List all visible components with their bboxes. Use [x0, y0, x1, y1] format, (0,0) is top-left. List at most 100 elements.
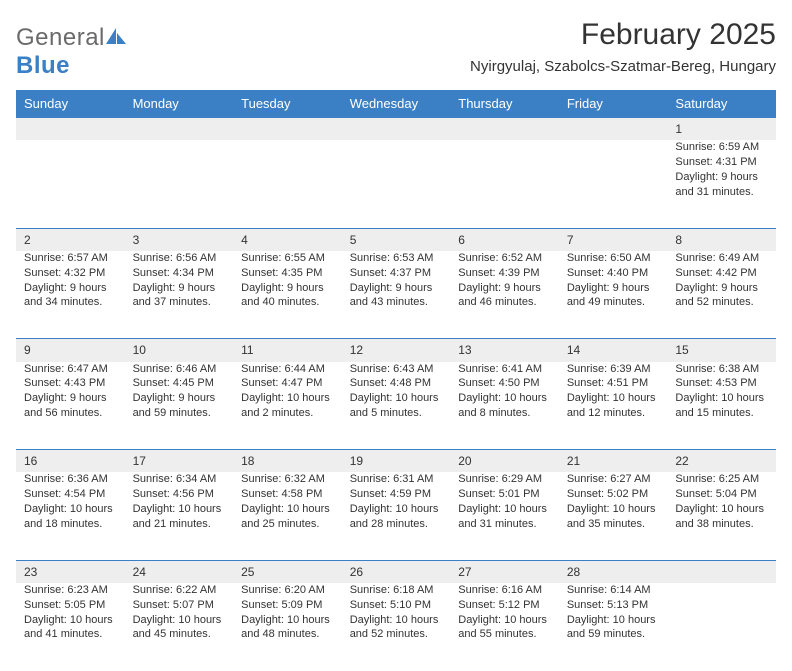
daylight-text: Daylight: 10 hours and 18 minutes.	[24, 502, 117, 532]
sunset-text: Sunset: 5:01 PM	[458, 487, 551, 502]
day-detail-cell: Sunrise: 6:20 AMSunset: 5:09 PMDaylight:…	[233, 583, 342, 671]
daylight-text: Daylight: 10 hours and 41 minutes.	[24, 613, 117, 643]
day-number-cell: 9	[16, 339, 125, 362]
weekday-header: Saturday	[667, 90, 776, 118]
month-title: February 2025	[470, 18, 776, 52]
day-detail-cell: Sunrise: 6:39 AMSunset: 4:51 PMDaylight:…	[559, 362, 668, 450]
sunset-text: Sunset: 4:56 PM	[133, 487, 226, 502]
weekday-header-row: Sunday Monday Tuesday Wednesday Thursday…	[16, 90, 776, 118]
sunrise-text: Sunrise: 6:34 AM	[133, 472, 226, 487]
weekday-header: Thursday	[450, 90, 559, 118]
day-detail-cell: Sunrise: 6:36 AMSunset: 4:54 PMDaylight:…	[16, 472, 125, 560]
sunrise-text: Sunrise: 6:44 AM	[241, 362, 334, 377]
day-number-cell: 24	[125, 560, 234, 583]
daylight-text: Daylight: 10 hours and 2 minutes.	[241, 391, 334, 421]
day-detail-cell	[342, 140, 451, 228]
day-number-row: 9101112131415	[16, 339, 776, 362]
day-detail-cell: Sunrise: 6:55 AMSunset: 4:35 PMDaylight:…	[233, 251, 342, 339]
day-number-cell: 20	[450, 450, 559, 473]
day-detail-row: Sunrise: 6:47 AMSunset: 4:43 PMDaylight:…	[16, 362, 776, 450]
daylight-text: Daylight: 10 hours and 8 minutes.	[458, 391, 551, 421]
day-detail-cell: Sunrise: 6:56 AMSunset: 4:34 PMDaylight:…	[125, 251, 234, 339]
header: General Blue February 2025 Nyirgyulaj, S…	[16, 18, 776, 80]
day-detail-cell	[125, 140, 234, 228]
day-number-cell: 16	[16, 450, 125, 473]
sunrise-text: Sunrise: 6:14 AM	[567, 583, 660, 598]
sunrise-text: Sunrise: 6:36 AM	[24, 472, 117, 487]
day-number-row: 1	[16, 118, 776, 141]
weekday-header: Wednesday	[342, 90, 451, 118]
daylight-text: Daylight: 10 hours and 45 minutes.	[133, 613, 226, 643]
daylight-text: Daylight: 9 hours and 43 minutes.	[350, 281, 443, 311]
sunrise-text: Sunrise: 6:52 AM	[458, 251, 551, 266]
daylight-text: Daylight: 10 hours and 52 minutes.	[350, 613, 443, 643]
daylight-text: Daylight: 9 hours and 34 minutes.	[24, 281, 117, 311]
day-number-cell: 25	[233, 560, 342, 583]
daylight-text: Daylight: 9 hours and 37 minutes.	[133, 281, 226, 311]
sunrise-text: Sunrise: 6:55 AM	[241, 251, 334, 266]
day-number-cell	[342, 118, 451, 141]
day-detail-cell: Sunrise: 6:23 AMSunset: 5:05 PMDaylight:…	[16, 583, 125, 671]
calendar-body: 1Sunrise: 6:59 AMSunset: 4:31 PMDaylight…	[16, 118, 776, 671]
day-number-cell: 2	[16, 228, 125, 251]
sunrise-text: Sunrise: 6:38 AM	[675, 362, 768, 377]
daylight-text: Daylight: 10 hours and 59 minutes.	[567, 613, 660, 643]
sunrise-text: Sunrise: 6:57 AM	[24, 251, 117, 266]
day-number-cell: 1	[667, 118, 776, 141]
day-detail-cell: Sunrise: 6:29 AMSunset: 5:01 PMDaylight:…	[450, 472, 559, 560]
day-number-cell: 21	[559, 450, 668, 473]
logo-text-general: General	[16, 24, 105, 51]
day-number-cell: 19	[342, 450, 451, 473]
daylight-text: Daylight: 10 hours and 15 minutes.	[675, 391, 768, 421]
daylight-text: Daylight: 10 hours and 25 minutes.	[241, 502, 334, 532]
day-number-cell	[125, 118, 234, 141]
daylight-text: Daylight: 9 hours and 46 minutes.	[458, 281, 551, 311]
day-detail-cell: Sunrise: 6:34 AMSunset: 4:56 PMDaylight:…	[125, 472, 234, 560]
day-number-cell: 18	[233, 450, 342, 473]
sunset-text: Sunset: 4:35 PM	[241, 266, 334, 281]
sunset-text: Sunset: 4:32 PM	[24, 266, 117, 281]
calendar-table: Sunday Monday Tuesday Wednesday Thursday…	[16, 90, 776, 671]
day-number-cell: 7	[559, 228, 668, 251]
sunset-text: Sunset: 5:13 PM	[567, 598, 660, 613]
weekday-header: Tuesday	[233, 90, 342, 118]
day-detail-cell: Sunrise: 6:38 AMSunset: 4:53 PMDaylight:…	[667, 362, 776, 450]
sunrise-text: Sunrise: 6:49 AM	[675, 251, 768, 266]
day-number-cell: 17	[125, 450, 234, 473]
sunset-text: Sunset: 4:54 PM	[24, 487, 117, 502]
day-number-cell: 15	[667, 339, 776, 362]
daylight-text: Daylight: 10 hours and 48 minutes.	[241, 613, 334, 643]
sunrise-text: Sunrise: 6:23 AM	[24, 583, 117, 598]
sunset-text: Sunset: 4:43 PM	[24, 376, 117, 391]
day-number-cell: 3	[125, 228, 234, 251]
sunset-text: Sunset: 5:07 PM	[133, 598, 226, 613]
sunrise-text: Sunrise: 6:43 AM	[350, 362, 443, 377]
day-number-cell: 8	[667, 228, 776, 251]
daylight-text: Daylight: 10 hours and 12 minutes.	[567, 391, 660, 421]
sunset-text: Sunset: 4:42 PM	[675, 266, 768, 281]
daylight-text: Daylight: 10 hours and 35 minutes.	[567, 502, 660, 532]
day-detail-cell: Sunrise: 6:22 AMSunset: 5:07 PMDaylight:…	[125, 583, 234, 671]
day-detail-cell: Sunrise: 6:31 AMSunset: 4:59 PMDaylight:…	[342, 472, 451, 560]
weekday-header: Sunday	[16, 90, 125, 118]
daylight-text: Daylight: 9 hours and 49 minutes.	[567, 281, 660, 311]
sunset-text: Sunset: 4:50 PM	[458, 376, 551, 391]
day-detail-cell: Sunrise: 6:50 AMSunset: 4:40 PMDaylight:…	[559, 251, 668, 339]
weekday-header: Friday	[559, 90, 668, 118]
daylight-text: Daylight: 9 hours and 40 minutes.	[241, 281, 334, 311]
sunset-text: Sunset: 4:51 PM	[567, 376, 660, 391]
logo-text-blue: Blue	[16, 52, 70, 79]
sunset-text: Sunset: 5:10 PM	[350, 598, 443, 613]
sunset-text: Sunset: 4:47 PM	[241, 376, 334, 391]
day-number-cell: 28	[559, 560, 668, 583]
day-detail-cell: Sunrise: 6:52 AMSunset: 4:39 PMDaylight:…	[450, 251, 559, 339]
sunset-text: Sunset: 4:37 PM	[350, 266, 443, 281]
logo-text: General Blue	[16, 24, 127, 80]
sunrise-text: Sunrise: 6:25 AM	[675, 472, 768, 487]
title-block: February 2025 Nyirgyulaj, Szabolcs-Szatm…	[470, 18, 776, 75]
sunset-text: Sunset: 4:31 PM	[675, 155, 768, 170]
day-detail-row: Sunrise: 6:36 AMSunset: 4:54 PMDaylight:…	[16, 472, 776, 560]
day-number-cell: 23	[16, 560, 125, 583]
day-number-cell: 5	[342, 228, 451, 251]
daylight-text: Daylight: 9 hours and 52 minutes.	[675, 281, 768, 311]
